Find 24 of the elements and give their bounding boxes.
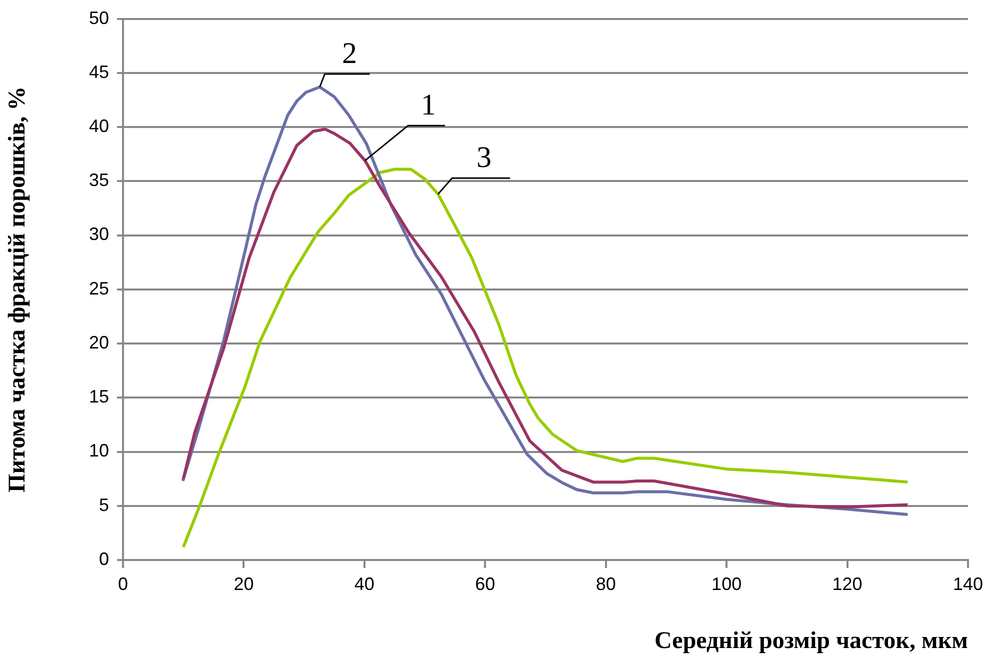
- x-tick-label: 60: [475, 574, 496, 594]
- y-tick-label: 5: [98, 494, 109, 515]
- x-tick-label: 20: [234, 574, 254, 594]
- y-tick-label: 20: [88, 332, 109, 352]
- x-tick-label: 100: [712, 574, 742, 594]
- y-axis-title: Питома частка фракцій порошків, %: [4, 86, 31, 492]
- x-tick-label: 0: [118, 574, 128, 594]
- y-tick-label: 25: [88, 278, 109, 298]
- x-tick-label: 80: [596, 574, 616, 594]
- y-tick-label: 15: [88, 386, 109, 407]
- y-tick-label: 35: [88, 170, 109, 190]
- annotation: 2: [342, 36, 358, 70]
- y-tick-label: 10: [88, 440, 109, 461]
- annotation: 1: [420, 88, 436, 122]
- y-tick-label: 30: [88, 224, 109, 244]
- x-tick-label: 120: [832, 574, 862, 594]
- x-tick-label: 140: [952, 574, 984, 594]
- y-tick-label: 40: [88, 116, 109, 136]
- y-tick-label: 45: [88, 62, 109, 82]
- y-tick-label: 50: [88, 8, 109, 28]
- x-tick-label: 40: [354, 574, 374, 594]
- annotation: 3: [476, 141, 492, 174]
- x-axis-title: Середній розмір часток, мкм: [654, 628, 968, 654]
- y-tick-label: 0: [98, 548, 109, 569]
